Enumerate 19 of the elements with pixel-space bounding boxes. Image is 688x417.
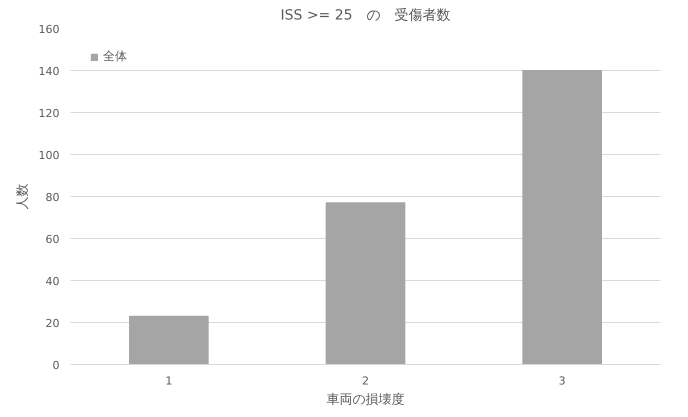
y-tick-label: 160 — [38, 23, 60, 36]
y-tick-label: 100 — [38, 149, 60, 162]
chart-title: ISS >= 25 の 受傷者数 — [280, 8, 451, 24]
bar — [326, 202, 406, 364]
x-tick-label: 2 — [362, 374, 369, 388]
y-tick-label: 120 — [38, 107, 60, 120]
bar — [129, 316, 209, 364]
y-tick-label: 0 — [52, 359, 60, 372]
y-tick-label: 80 — [46, 191, 60, 204]
y-tick-label: 40 — [46, 275, 60, 288]
y-axis-title: 人数 — [16, 184, 31, 210]
x-tick-label: 3 — [558, 374, 566, 388]
y-tick-label: 60 — [46, 233, 60, 246]
legend-label: 全体 — [103, 48, 127, 65]
y-tick-label: 20 — [46, 317, 60, 330]
y-tick-label: 140 — [38, 65, 60, 78]
x-tick-label: 1 — [165, 374, 172, 388]
x-axis-title: 車両の損壊度 — [326, 392, 404, 408]
bar — [522, 70, 602, 364]
